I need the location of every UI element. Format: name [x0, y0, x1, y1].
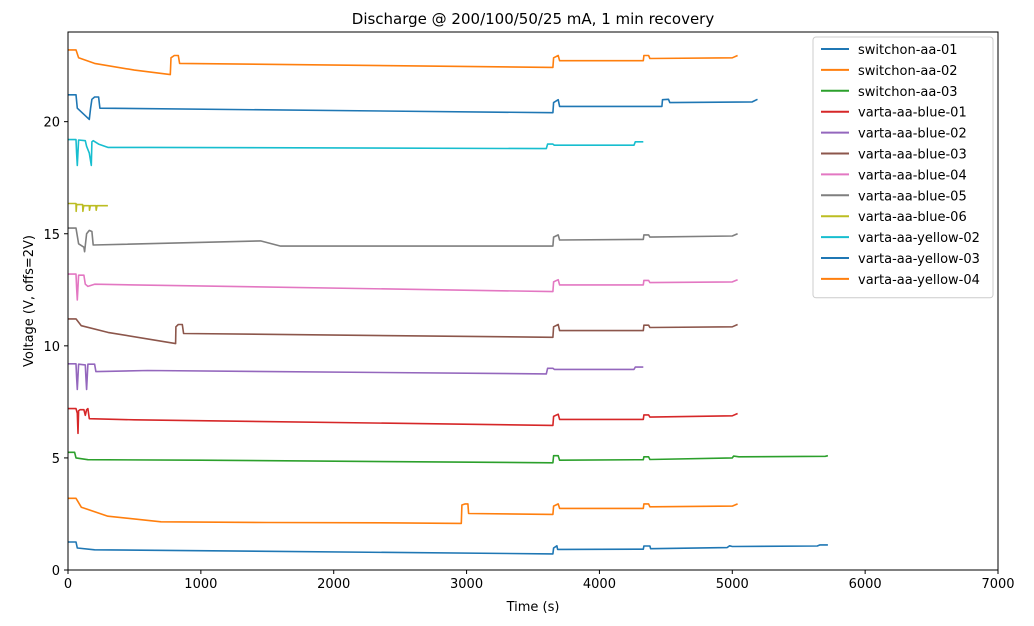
- series-line-varta-aa-blue-05: [68, 227, 738, 253]
- y-tick-label: 20: [43, 116, 60, 131]
- x-axis-label: Time (s): [506, 600, 560, 615]
- legend-label-varta-aa-blue-06: varta-aa-blue-06: [858, 210, 967, 225]
- series-line-switchon-aa-03: [68, 451, 829, 464]
- legend-label-switchon-aa-01: switchon-aa-01: [858, 43, 958, 58]
- series-line-varta-aa-blue-01: [68, 407, 738, 435]
- series-line-varta-aa-blue-02: [68, 362, 644, 391]
- series-line-varta-aa-yellow-03: [68, 94, 758, 121]
- x-tick-label: 6000: [849, 577, 882, 592]
- series-line-switchon-aa-02: [68, 497, 738, 525]
- series-line-varta-aa-blue-06: [68, 202, 108, 213]
- legend-label-varta-aa-yellow-04: varta-aa-yellow-04: [858, 273, 980, 288]
- legend-label-varta-aa-blue-05: varta-aa-blue-05: [858, 189, 967, 204]
- y-tick-label: 15: [43, 228, 60, 243]
- series-line-varta-aa-yellow-04: [68, 49, 738, 76]
- x-tick-label: 1000: [184, 577, 217, 592]
- series-layer: [68, 49, 829, 555]
- plot-frame: [67, 31, 999, 571]
- legend-label-varta-aa-blue-04: varta-aa-blue-04: [858, 168, 967, 183]
- series-line-varta-aa-yellow-02: [68, 138, 644, 167]
- legend-label-varta-aa-yellow-03: varta-aa-yellow-03: [858, 252, 980, 267]
- legend: switchon-aa-01 switchon-aa-02 switchon-aa-…: [812, 36, 994, 299]
- y-tick-label: 0: [52, 564, 60, 579]
- y-axis: 0 5 10 15 20: [43, 116, 68, 579]
- x-tick-label: 2000: [317, 577, 350, 592]
- y-tick-label: 10: [43, 340, 60, 355]
- legend-box: [812, 36, 994, 299]
- x-tick-label: 0: [64, 577, 72, 592]
- legend-label-varta-aa-blue-01: varta-aa-blue-01: [858, 106, 967, 121]
- series-line-switchon-aa-01: [68, 541, 828, 555]
- x-tick-label: 3000: [450, 577, 483, 592]
- chart-title: Discharge @ 200/100/50/25 mA, 1 min reco…: [352, 10, 715, 28]
- x-tick-label: 7000: [981, 577, 1014, 592]
- series-line-varta-aa-blue-03: [68, 318, 738, 345]
- legend-label-varta-aa-yellow-02: varta-aa-yellow-02: [858, 231, 980, 246]
- legend-label-switchon-aa-02: switchon-aa-02: [858, 64, 958, 79]
- x-tick-label: 5000: [716, 577, 749, 592]
- legend-label-varta-aa-blue-03: varta-aa-blue-03: [858, 148, 967, 163]
- legend-label-varta-aa-blue-02: varta-aa-blue-02: [858, 127, 967, 142]
- x-tick-label: 4000: [583, 577, 616, 592]
- y-axis-label: Voltage (V, offs=2V): [22, 235, 37, 367]
- x-axis: 0 1000 2000 3000 4000 5000 6000 7000: [64, 570, 1015, 592]
- y-tick-label: 5: [52, 452, 60, 467]
- legend-label-switchon-aa-03: switchon-aa-03: [858, 85, 958, 100]
- series-line-varta-aa-blue-04: [68, 273, 738, 301]
